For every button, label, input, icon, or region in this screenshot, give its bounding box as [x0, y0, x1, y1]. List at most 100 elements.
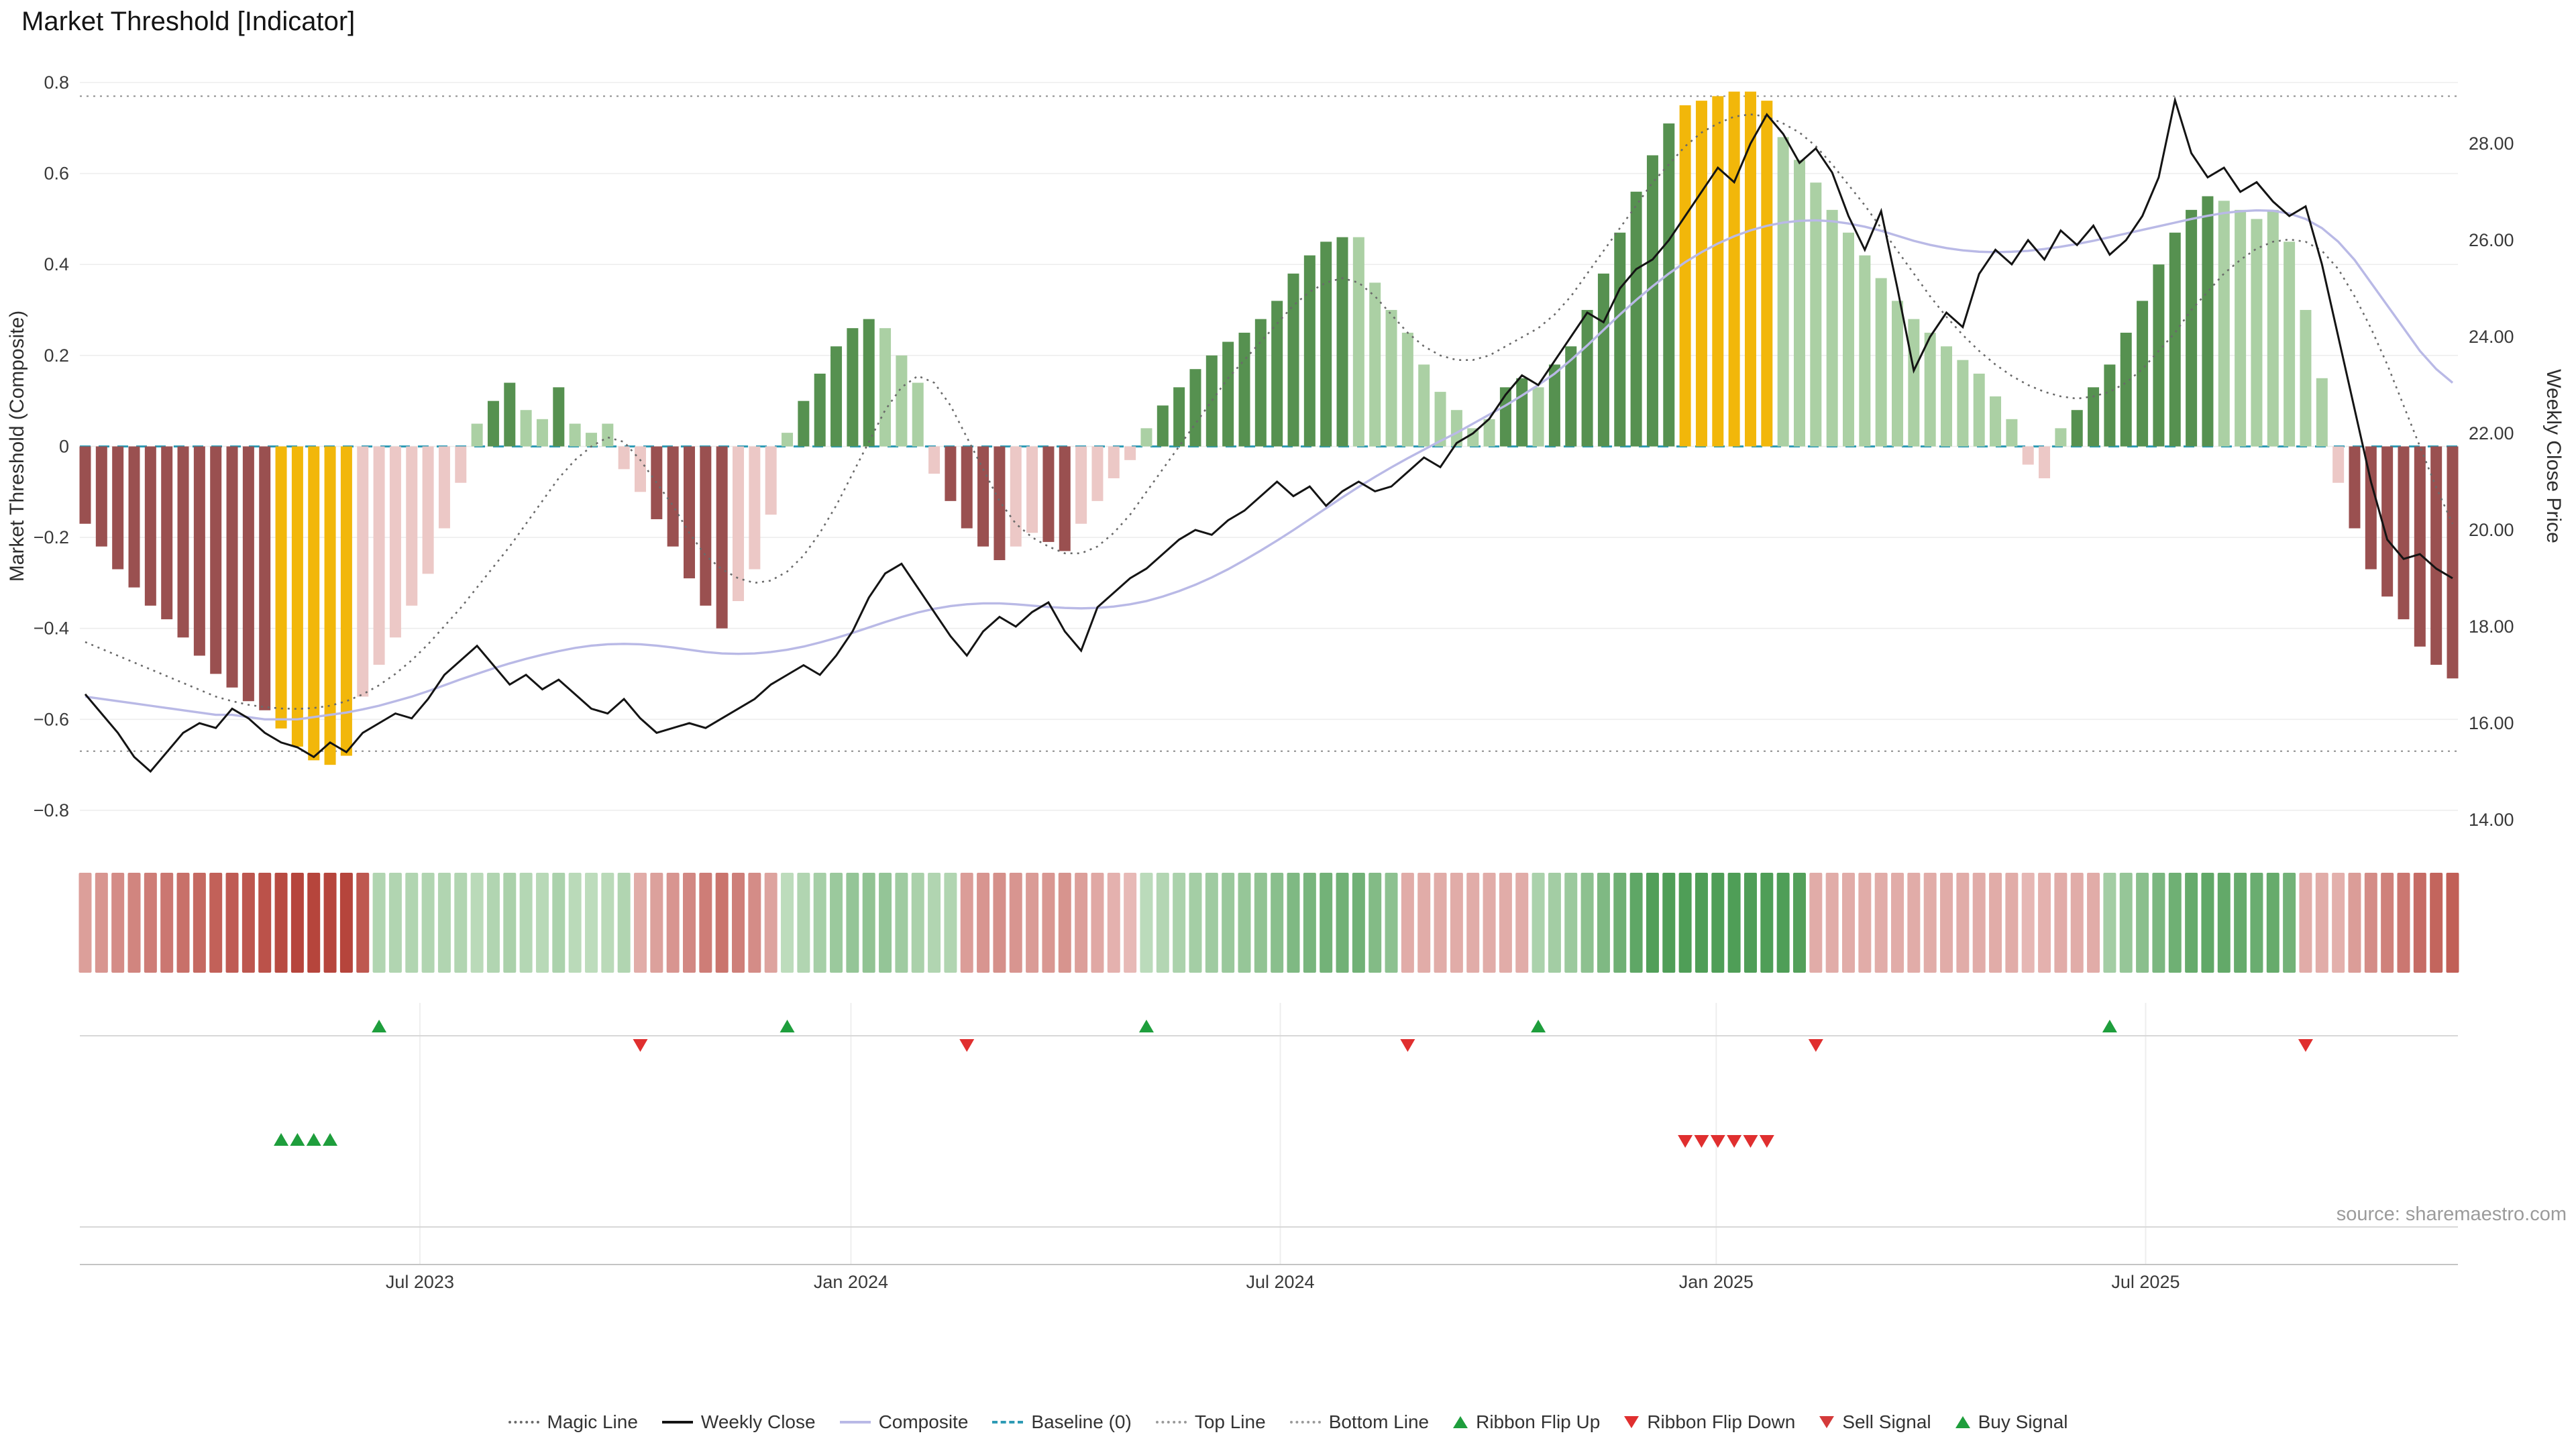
ribbon-cell [830, 873, 843, 973]
ribbon-cell [1727, 873, 1741, 973]
threshold-bar [2055, 428, 2067, 447]
threshold-bar [1859, 255, 1871, 447]
ribbon-cell [1254, 873, 1267, 973]
left-axis-tick: −0.2 [34, 527, 69, 547]
ribbon-cell [1678, 873, 1692, 973]
ribbon-cell [2381, 873, 2394, 973]
threshold-bar [667, 446, 679, 547]
ribbon-cell [209, 873, 223, 973]
threshold-bar [618, 446, 630, 470]
ribbon-cell [1107, 873, 1120, 973]
threshold-bar [1761, 101, 1773, 447]
ribbon-cell [1287, 873, 1300, 973]
threshold-bar [1467, 428, 1479, 447]
ribbon-cell [1303, 873, 1316, 973]
threshold-bar [1842, 232, 1854, 447]
ribbon-cell [2234, 873, 2247, 973]
ribbon-cell [2054, 873, 2068, 973]
threshold-bar [1108, 446, 1120, 478]
ribbon-cell [241, 873, 255, 973]
threshold-bar [1712, 96, 1724, 447]
threshold-bar [1238, 332, 1250, 447]
ribbon-cell [2038, 873, 2051, 973]
ribbon-cell [1760, 873, 1774, 973]
threshold-bar [716, 446, 728, 629]
ribbon-cell [1629, 873, 1643, 973]
legend-item-label: Top Line [1194, 1411, 1266, 1432]
ribbon-cell [2070, 873, 2084, 973]
threshold-bar [1777, 137, 1789, 447]
ribbon-cell [1874, 873, 1888, 973]
ribbon-cell [960, 873, 973, 973]
threshold-bar [2300, 310, 2312, 447]
ribbon-cell [1222, 873, 1235, 973]
triangle-up-icon [1955, 1416, 1970, 1428]
triangle-down-icon [1624, 1416, 1640, 1428]
threshold-bar [879, 328, 892, 447]
dashed-line-icon [992, 1421, 1024, 1424]
ribbon-cell [2087, 873, 2100, 973]
threshold-bar [2284, 241, 2296, 447]
ribbon-cell [781, 873, 794, 973]
threshold-bar [422, 446, 434, 574]
ribbon-cell [879, 873, 892, 973]
ribbon-cell [535, 873, 549, 973]
buy-signal-marker [323, 1133, 338, 1146]
threshold-bar [830, 346, 843, 447]
ribbon-cell [78, 873, 92, 973]
ribbon-cell [1989, 873, 2002, 973]
ribbon-cell [421, 873, 435, 973]
threshold-bar [1516, 378, 1528, 447]
ribbon-cell [339, 873, 353, 973]
left-axis-tick: −0.4 [34, 619, 69, 639]
threshold-bar [1042, 446, 1055, 542]
threshold-bar [1826, 209, 1838, 447]
x-axis-label: Jan 2024 [814, 1272, 888, 1292]
ribbon-cell [486, 873, 500, 973]
threshold-bar [585, 433, 597, 447]
ribbon-cell [1385, 873, 1398, 973]
threshold-bar [193, 446, 205, 656]
ribbon-cell [519, 873, 533, 973]
ribbon-cell [764, 873, 777, 973]
sell-signal-marker [1710, 1135, 1725, 1148]
ribbon-flip-down-marker [1400, 1039, 1415, 1052]
threshold-bar [340, 446, 352, 756]
ribbon-cell [1711, 873, 1725, 973]
threshold-bar [1369, 282, 1381, 447]
threshold-bar [765, 446, 777, 515]
right-axis-tick: 24.00 [2469, 327, 2514, 347]
right-axis-tick: 18.00 [2469, 616, 2514, 637]
threshold-bar [749, 446, 761, 570]
ribbon-cell [470, 873, 484, 973]
legend-item-sell-signal: Sell Signal [1819, 1411, 1931, 1433]
threshold-bar [1401, 332, 1413, 447]
legend-item-magic-line: Magic Line [508, 1411, 638, 1433]
threshold-bar [1418, 364, 1430, 447]
legend-item-label: Sell Signal [1842, 1411, 1931, 1432]
threshold-bar [161, 446, 173, 620]
threshold-bar [1434, 392, 1446, 447]
ribbon-cell [2185, 873, 2198, 973]
threshold-bar [1385, 310, 1397, 447]
ribbon-cell [1466, 873, 1480, 973]
threshold-bar [1026, 446, 1038, 533]
ribbon-cell [1841, 873, 1855, 973]
left-axis-tick: −0.8 [34, 800, 69, 820]
ribbon-cell [2103, 873, 2116, 973]
ribbon-cell [1320, 873, 1333, 973]
ribbon-cell [944, 873, 957, 973]
sell-signal-marker [1759, 1135, 1774, 1148]
ribbon-cell [1434, 873, 1447, 973]
threshold-bar [210, 446, 222, 674]
threshold-bar [1336, 237, 1348, 447]
ribbon-cell [111, 873, 125, 973]
ribbon-cell [683, 873, 696, 973]
threshold-bar [112, 446, 124, 570]
ribbon-cell [454, 873, 468, 973]
ribbon-cell [225, 873, 239, 973]
dotted-line-icon [1155, 1421, 1187, 1424]
threshold-bar [1924, 332, 1936, 447]
ribbon-cell [1548, 873, 1561, 973]
threshold-bar [1140, 428, 1152, 447]
